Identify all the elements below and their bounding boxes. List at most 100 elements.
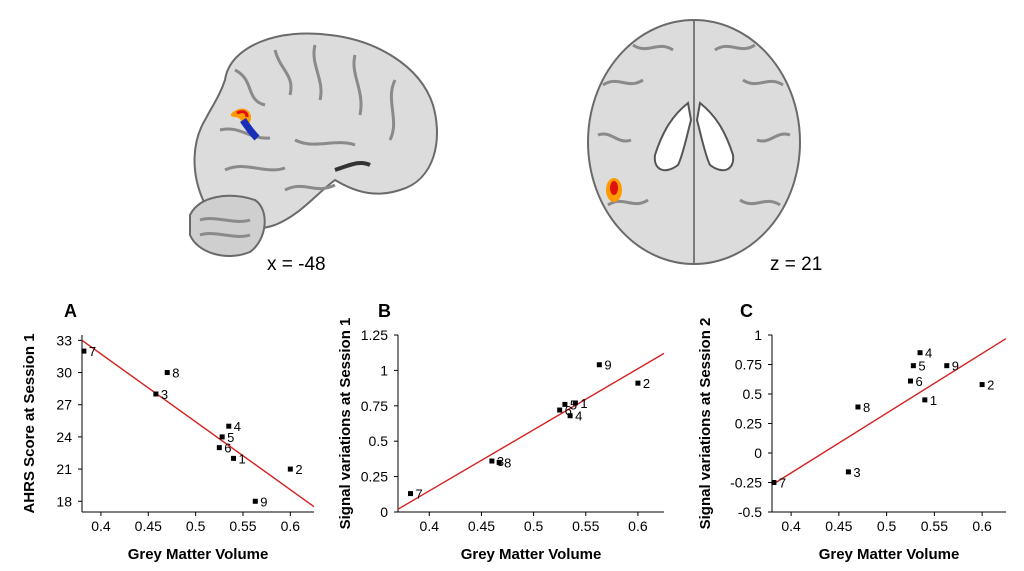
- panel-c-point-label-2: 2: [987, 378, 994, 393]
- panel-c-data-point-3: [845, 469, 851, 475]
- panel-b-x-tick-label: 0.5: [524, 518, 544, 534]
- panel-b-point-label-2: 2: [643, 376, 650, 391]
- panel-b-data-point-7: [408, 491, 414, 497]
- panel-b-x-tick-label: 0.6: [628, 518, 648, 534]
- panel-a-point-label-3: 3: [161, 387, 168, 402]
- panel-c-point-label-3: 3: [853, 465, 860, 480]
- panel-c-point-label-8: 8: [863, 400, 870, 415]
- panel-a-x-tick-label: 0.4: [91, 518, 111, 534]
- panel-c-x-tick-label: 0.5: [877, 518, 897, 534]
- panel-a-data-point-7: [81, 348, 87, 354]
- panel-c-data-point-5: [910, 363, 916, 369]
- panel-c-x-tick-label: 0.55: [921, 518, 948, 534]
- panel-b-data-point-2: [635, 380, 641, 386]
- panel-b-data-point-4: [567, 413, 573, 419]
- panel-b-regression-line: [397, 352, 665, 510]
- panel-a-point-label-4: 4: [234, 419, 241, 434]
- panel-a-y-tick-label: 18: [56, 493, 72, 509]
- panel-b-y-tick-label: 1.25: [361, 327, 388, 343]
- panel-c-point-label-7: 7: [779, 476, 786, 491]
- panel-c-regression-line: [771, 337, 1007, 486]
- panel-c-point-label-6: 6: [915, 374, 922, 389]
- sagittal-brain-image: [189, 32, 438, 257]
- panel-a-data-point-3: [153, 391, 159, 397]
- panel-c-x-tick-label: 0.45: [825, 518, 852, 534]
- panel-a-letter: A: [64, 301, 77, 321]
- panel-c-point-label-1: 1: [930, 393, 937, 408]
- panel-b-point-label-4: 4: [575, 409, 582, 424]
- panel-a-data-point-4: [226, 423, 232, 429]
- panel-c-letter: C: [740, 301, 753, 321]
- panel-c-y-tick-label: 0.5: [743, 386, 763, 402]
- panel-b-x-tick-label: 0.4: [420, 518, 440, 534]
- panel-a-regression-line: [81, 339, 315, 508]
- panel-a-x-tick-label: 0.5: [186, 518, 206, 534]
- panel-b-x-axis-label: Grey Matter Volume: [461, 546, 602, 563]
- panel-c-data-point-8: [855, 404, 861, 410]
- panel-c-x-tick-label: 0.4: [781, 518, 801, 534]
- panel-a-x-tick-label: 0.6: [281, 518, 301, 534]
- panel-b-point-label-8: 8: [504, 455, 511, 470]
- panel-c-data-point-2: [979, 382, 985, 388]
- panel-b-point-label-7: 7: [416, 487, 423, 502]
- panel-a-data-point-6: [216, 445, 222, 451]
- panel-b-data-point-5: [562, 401, 568, 407]
- panel-c-data-point-4: [917, 350, 923, 356]
- panel-a-data-point-5: [219, 434, 225, 440]
- panel-c-y-tick-label: -0.5: [738, 504, 762, 520]
- panel-b-data-point-9: [596, 362, 602, 368]
- sagittal-coordinate-label: x = -48: [267, 254, 326, 275]
- panel-b-x-tick-label: 0.55: [572, 518, 599, 534]
- panel-b-data-point-6: [557, 407, 563, 413]
- panel-a-y-tick-label: 33: [56, 332, 72, 348]
- panel-b-y-tick-label: 0.75: [361, 398, 388, 414]
- panel-a-y-tick-label: 30: [56, 365, 72, 381]
- panel-a-point-label-1: 1: [239, 451, 246, 466]
- panel-a-point-label-8: 8: [172, 366, 179, 381]
- panel-a-y-tick-label: 24: [56, 429, 72, 445]
- panel-a-point-label-2: 2: [295, 462, 302, 477]
- panel-c-x-axis-label: Grey Matter Volume: [819, 546, 960, 563]
- panel-c-point-label-9: 9: [952, 359, 959, 374]
- panel-b-x-tick-label: 0.45: [468, 518, 495, 534]
- panel-c-y-tick-label: 1: [754, 327, 762, 343]
- panel-c-y-tick-label: 0: [754, 445, 762, 461]
- panel-a-point-label-9: 9: [260, 494, 267, 509]
- panel-b-y-tick-label: 1: [380, 362, 388, 378]
- panel-b-data-point-1: [572, 400, 578, 406]
- panel-a-data-point-2: [287, 466, 293, 472]
- axial-coordinate-label: z = 21: [770, 254, 823, 275]
- panel-b-point-label-6: 6: [565, 403, 572, 418]
- panel-b-point-label-1: 1: [580, 396, 587, 411]
- panel-c-point-label-4: 4: [925, 346, 932, 361]
- panel-a-x-tick-label: 0.45: [135, 518, 162, 534]
- panel-a-data-point-9: [252, 498, 258, 504]
- panel-c-point-label-5: 5: [918, 359, 925, 374]
- panel-a-x-axis-label: Grey Matter Volume: [128, 546, 269, 563]
- panel-a-y-axis-label: AHRS Score at Session 1: [21, 333, 38, 513]
- panel-a-point-label-6: 6: [224, 441, 231, 456]
- panel-b-point-label-9: 9: [604, 358, 611, 373]
- panel-a-y-tick-label: 21: [56, 461, 72, 477]
- panel-a-point-label-5: 5: [227, 430, 234, 445]
- panel-a-y-tick-label: 27: [56, 397, 72, 413]
- panel-c-data-point-7: [771, 480, 777, 485]
- panel-c-y-tick-label: 0.25: [735, 416, 762, 432]
- axial-brain-image: [587, 19, 801, 265]
- panel-b-letter: B: [378, 301, 391, 321]
- panel-a-x-tick-label: 0.55: [229, 518, 256, 534]
- panel-b-y-tick-label: 0.5: [369, 433, 389, 449]
- panel-c-data-point-9: [944, 363, 950, 369]
- panel-b-y-tick-label: 0: [380, 504, 388, 520]
- panel-c-y-tick-label: -0.25: [730, 475, 762, 491]
- panel-c-data-point-6: [907, 378, 913, 384]
- panel-c-y-tick-label: 0.75: [735, 357, 762, 373]
- panel-b-data-point-3: [489, 458, 495, 464]
- panel-c-data-point-1: [922, 397, 928, 403]
- panel-b-y-tick-label: 0.25: [361, 469, 388, 485]
- panel-b-data-point-8: [496, 459, 502, 465]
- panel-a-data-point-8: [164, 370, 170, 376]
- panel-c-y-axis-label: Signal variations at Session 2: [697, 318, 714, 530]
- panel-a-point-label-7: 7: [89, 344, 96, 359]
